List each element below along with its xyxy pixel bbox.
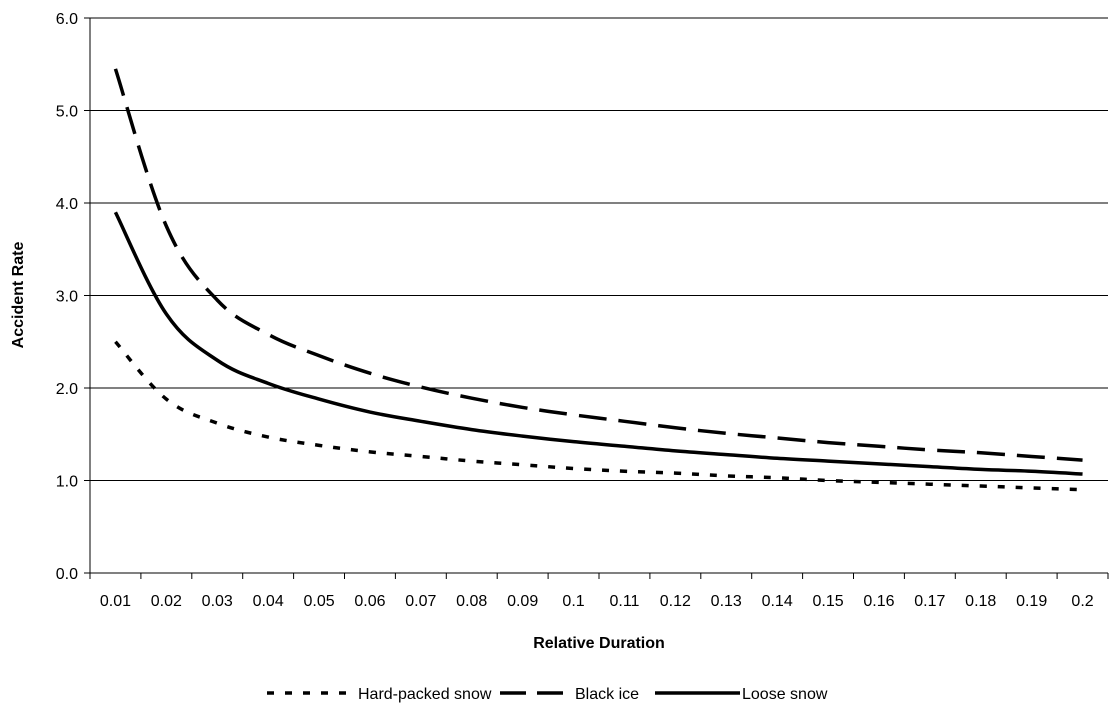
x-tick-label: 0.15 xyxy=(812,593,843,610)
x-tick-label: 0.2 xyxy=(1071,593,1093,610)
x-tick-label: 0.13 xyxy=(711,593,742,610)
x-tick-label: 0.19 xyxy=(1016,593,1047,610)
legend-label: Black ice xyxy=(575,686,639,703)
x-tick-label: 0.04 xyxy=(253,593,284,610)
legend-label: Hard-packed snow xyxy=(358,686,492,703)
x-tick-label: 0.11 xyxy=(609,593,639,610)
x-tick-label: 0.02 xyxy=(151,593,182,610)
x-tick-label: 0.05 xyxy=(303,593,334,610)
x-tick-label: 0.08 xyxy=(456,593,487,610)
x-tick-label: 0.06 xyxy=(354,593,385,610)
legend-item: Hard-packed snow xyxy=(267,686,492,703)
x-tick-label: 0.18 xyxy=(965,593,996,610)
legend: Hard-packed snow Black ice Loose snow xyxy=(267,686,828,703)
x-tick-label: 0.1 xyxy=(562,593,584,610)
legend-item: Black ice xyxy=(500,686,639,703)
x-tick-label: 0.01 xyxy=(100,593,131,610)
y-tick-label: 3.0 xyxy=(56,289,78,306)
x-tick-label: 0.09 xyxy=(507,593,538,610)
x-tick-label: 0.16 xyxy=(863,593,894,610)
x-tick-label: 0.03 xyxy=(202,593,233,610)
series-line-loose-snow xyxy=(113,211,1083,476)
axes xyxy=(84,17,1109,579)
series-lines xyxy=(113,68,1083,492)
x-tick-label: 0.17 xyxy=(914,593,945,610)
series-line-black-ice xyxy=(113,68,1083,462)
legend-label: Loose snow xyxy=(742,686,828,703)
x-tick-label: 0.07 xyxy=(405,593,436,610)
y-axis-title: Accident Rate xyxy=(10,242,27,349)
series-line-hard-packed-snow xyxy=(114,340,1083,492)
y-tick-label: 1.0 xyxy=(56,474,78,491)
tick-labels: 0.0 1.0 2.0 3.0 4.0 5.0 6.0 0.01 0.02 0.03 0.04 0.0… xyxy=(56,11,1094,610)
y-tick-label: 0.0 xyxy=(56,566,78,583)
x-tick-label: 0.14 xyxy=(762,593,793,610)
y-tick-label: 4.0 xyxy=(56,196,78,213)
legend-item: Loose snow xyxy=(655,686,828,703)
y-tick-label: 5.0 xyxy=(56,104,78,121)
y-tick-label: 6.0 xyxy=(56,11,78,28)
y-tick-label: 2.0 xyxy=(56,381,78,398)
x-axis-title: Relative Duration xyxy=(533,635,665,652)
gridlines xyxy=(90,17,1108,481)
x-tick-label: 0.12 xyxy=(660,593,691,610)
